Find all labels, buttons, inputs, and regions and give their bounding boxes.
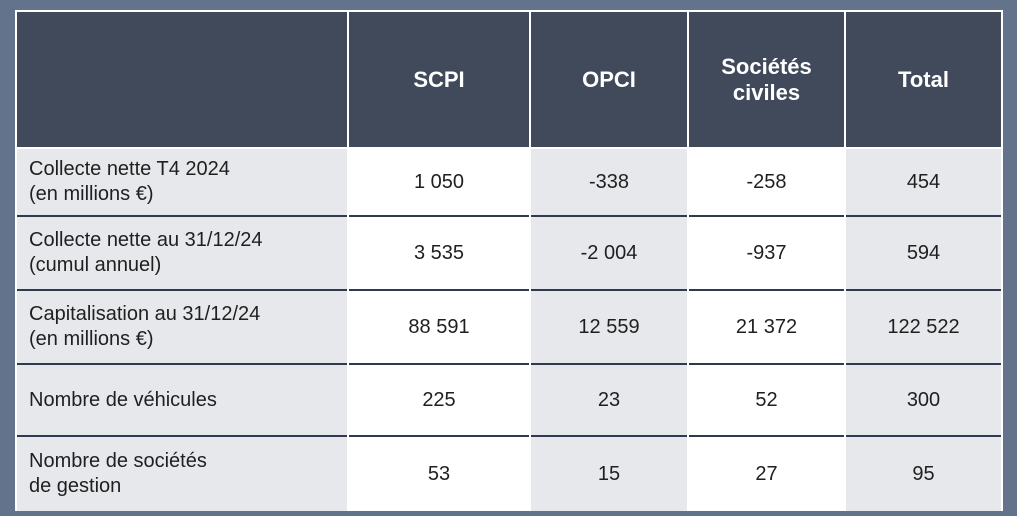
value-cell-total: 122 522 [844, 289, 1003, 364]
row-label-collecte-cumul: Collecte nette au 31/12/24 (cumul annuel… [15, 215, 349, 290]
value-cell-societes-civiles: 21 372 [687, 289, 846, 364]
table-row: Nombre de sociétés de gestion 53 15 27 9… [15, 435, 1003, 511]
value-cell-societes-civiles: 27 [687, 435, 846, 511]
value-cell-opci: -338 [529, 147, 689, 216]
header-empty-cell [15, 10, 349, 148]
table-row: Collecte nette au 31/12/24 (cumul annuel… [15, 215, 1003, 290]
value-cell-total: 454 [844, 147, 1003, 216]
row-label-nombre-vehicules: Nombre de véhicules [15, 363, 349, 436]
value-cell-scpi: 225 [347, 363, 531, 436]
row-label-line: Nombre de véhicules [29, 388, 217, 411]
value-cell-opci: 15 [529, 435, 689, 511]
value-cell-total: 300 [844, 363, 1003, 436]
table-row: Capitalisation au 31/12/24 (en millions … [15, 289, 1003, 364]
value-cell-opci: 23 [529, 363, 689, 436]
value-cell-scpi: 1 050 [347, 147, 531, 216]
value-cell-scpi: 3 535 [347, 215, 531, 290]
table-header-row: SCPI OPCI Sociétés civiles Total [15, 10, 1003, 148]
row-label-line: Capitalisation au 31/12/24 [29, 303, 261, 325]
row-label-capitalisation: Capitalisation au 31/12/24 (en millions … [15, 289, 349, 364]
value-cell-scpi: 53 [347, 435, 531, 511]
value-cell-societes-civiles: -937 [687, 215, 846, 290]
value-cell-opci: 12 559 [529, 289, 689, 364]
row-label-line: (cumul annuel) [29, 254, 162, 276]
row-label-line: Collecte nette T4 2024 [29, 158, 230, 180]
row-label-line: de gestion [29, 475, 122, 497]
row-label-line: Nombre de sociétés [29, 450, 207, 472]
header-societes-civiles-line-1: Sociétés [721, 53, 812, 79]
value-cell-societes-civiles: -258 [687, 147, 846, 216]
table-row: Collecte nette T4 2024 (en millions €) 1… [15, 147, 1003, 216]
table-row: Nombre de véhicules 225 23 52 300 [15, 363, 1003, 436]
header-societes-civiles-line-2: civiles [732, 79, 801, 105]
row-label-line: (en millions €) [29, 328, 154, 350]
statistics-table: SCPI OPCI Sociétés civiles Total Collect… [15, 10, 1003, 511]
row-label-line: (en millions €) [29, 183, 154, 205]
row-label-nombre-societes: Nombre de sociétés de gestion [15, 435, 349, 511]
value-cell-total: 95 [844, 435, 1003, 511]
header-scpi: SCPI [347, 10, 531, 148]
value-cell-scpi: 88 591 [347, 289, 531, 364]
value-cell-total: 594 [844, 215, 1003, 290]
header-opci: OPCI [529, 10, 689, 148]
row-label-line: Collecte nette au 31/12/24 [29, 229, 263, 251]
header-total: Total [844, 10, 1003, 148]
header-societes-civiles: Sociétés civiles [687, 10, 846, 148]
value-cell-societes-civiles: 52 [687, 363, 846, 436]
row-label-collecte-t4: Collecte nette T4 2024 (en millions €) [15, 147, 349, 216]
value-cell-opci: -2 004 [529, 215, 689, 290]
statistics-table-frame: SCPI OPCI Sociétés civiles Total Collect… [15, 10, 1003, 511]
